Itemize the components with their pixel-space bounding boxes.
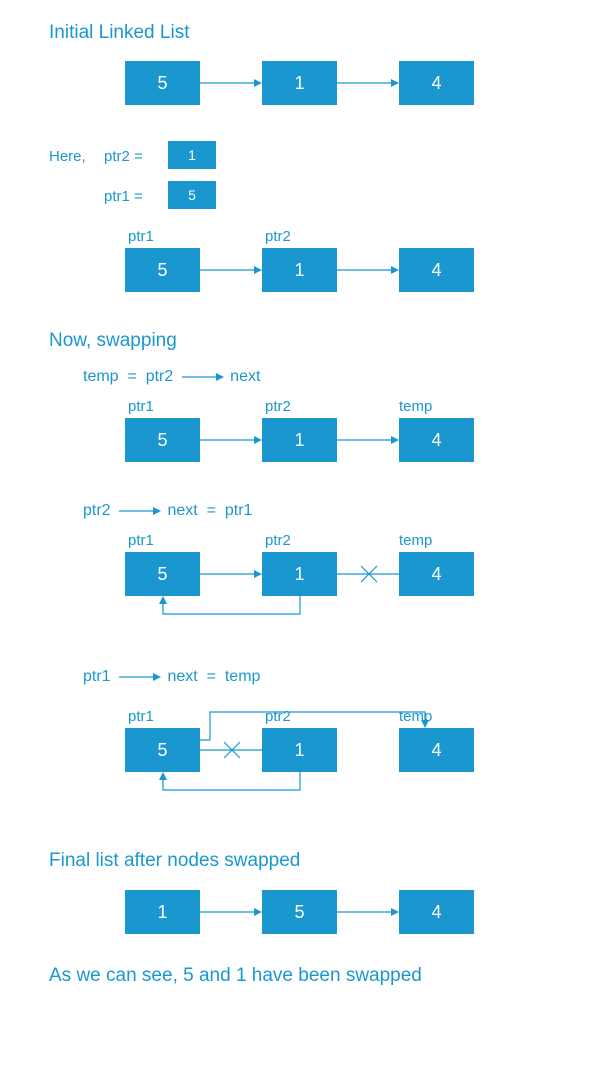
node-r1-1: 5 (125, 61, 200, 105)
node-here-ptr1: 5 (168, 181, 216, 209)
label-r4-temp: temp (399, 532, 432, 549)
step2-ptr2: ptr2 (83, 502, 111, 519)
node-rf-3: 4 (399, 890, 474, 934)
label-r4-ptr1: ptr1 (128, 532, 154, 549)
label-r3-ptr2: ptr2 (265, 398, 291, 415)
node-r2-2: 1 (262, 248, 337, 292)
node-r1-2: 1 (262, 61, 337, 105)
heading-initial: Initial Linked List (49, 22, 189, 44)
inline-arrow-3 (115, 671, 163, 683)
heading-now: Now, swapping (49, 330, 177, 352)
step1-next: next (230, 368, 260, 385)
node-r2-3: 4 (399, 248, 474, 292)
arrow-rf-1 (200, 890, 262, 934)
text-step3: ptr1 next = temp (83, 668, 260, 686)
arrow-r1-1 (200, 61, 262, 105)
step2-rest: next = ptr1 (167, 502, 252, 519)
node-rf-2: 5 (262, 890, 337, 934)
text-ptr1-eq: ptr1 = (104, 188, 143, 205)
text-step2: ptr2 next = ptr1 (83, 502, 252, 520)
inline-arrow-2 (115, 505, 163, 517)
step1-temp: temp = ptr2 (83, 368, 173, 385)
arrow-r3-2 (337, 418, 399, 462)
arrow-r2-1 (200, 248, 262, 292)
heading-final: Final list after nodes swapped (49, 850, 300, 872)
text-here: Here, (49, 148, 86, 165)
arrow-r2-2 (337, 248, 399, 292)
label-r3-ptr1: ptr1 (128, 398, 154, 415)
arrow-r3-1 (200, 418, 262, 462)
inline-arrow-1 (178, 371, 226, 383)
node-r4-3: 4 (399, 552, 474, 596)
text-step1: temp = ptr2 next (83, 368, 260, 386)
node-r3-3: 4 (399, 418, 474, 462)
label-r4-ptr2: ptr2 (265, 532, 291, 549)
arrow-r1-2 (337, 61, 399, 105)
node-r3-1: 5 (125, 418, 200, 462)
node-r3-2: 1 (262, 418, 337, 462)
label-r2-ptr1: ptr1 (128, 228, 154, 245)
arrow-r5-top (125, 700, 474, 760)
node-here-ptr2: 1 (168, 141, 216, 169)
node-r2-1: 5 (125, 248, 200, 292)
heading-conclusion: As we can see, 5 and 1 have been swapped (49, 965, 422, 987)
step3-ptr1: ptr1 (83, 668, 111, 685)
label-r3-temp: temp (399, 398, 432, 415)
step3-rest: next = temp (167, 668, 260, 685)
arrow-rf-2 (337, 890, 399, 934)
arrow-r4-2-crossed (337, 552, 399, 596)
arrow-r4-back (125, 552, 337, 632)
text-ptr2-eq: ptr2 = (104, 148, 143, 165)
node-r1-3: 4 (399, 61, 474, 105)
label-r2-ptr2: ptr2 (265, 228, 291, 245)
node-rf-1: 1 (125, 890, 200, 934)
